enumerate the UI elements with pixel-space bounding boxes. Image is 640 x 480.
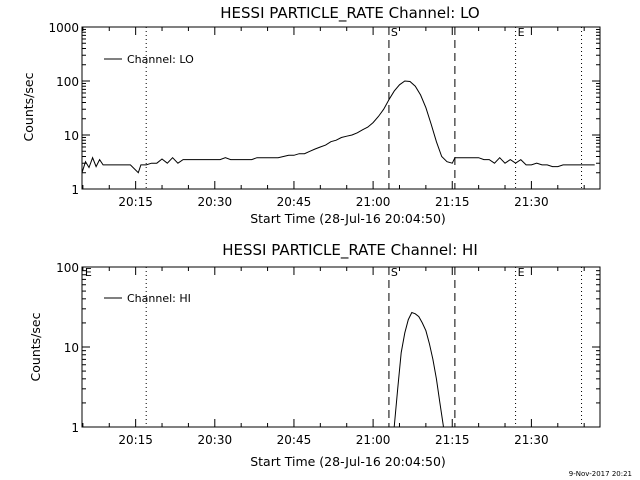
lo-marker-label: S (391, 26, 398, 39)
lo-y-tick-label: 1000 (48, 21, 79, 35)
hi-marker-label: E (85, 266, 92, 279)
hi-channel-panel: HESSI PARTICLE_RATE Channel: HI 20:15 20:… (28, 241, 601, 469)
lo-y-tick-label: 10 (64, 129, 79, 143)
lo-x-tick-label: 21:15 (435, 195, 470, 209)
lo-y-axis-label: Counts/sec (21, 72, 36, 141)
lo-channel-panel: HESSI PARTICLE_RATE Channel: LO 20:15 20:… (21, 4, 601, 226)
lo-legend: Channel: LO (104, 53, 194, 66)
lo-x-tick-label: 21:00 (356, 195, 391, 209)
lo-plot-frame (81, 26, 601, 190)
hi-y-tick-label: 100 (56, 261, 79, 275)
hi-x-tick-label: 20:15 (118, 433, 153, 447)
hi-x-tick-label: 21:15 (435, 433, 470, 447)
hi-series-line (393, 311, 444, 427)
lo-x-tick-label: 21:30 (514, 195, 549, 209)
hi-y-axis-label: Counts/sec (28, 312, 43, 381)
hi-x-tick-label: 21:00 (356, 433, 391, 447)
lo-chart-title: HESSI PARTICLE_RATE Channel: LO (220, 4, 479, 23)
hi-chart-title: HESSI PARTICLE_RATE Channel: HI (222, 241, 478, 260)
hi-marker-label: S (391, 266, 398, 279)
hi-y-tick-label: 10 (64, 341, 79, 355)
hi-legend: Channel: HI (104, 292, 191, 305)
hi-plot-area: 20:15 20:30 20:45 21:00 21:15 21:30 1 10 100 E S E (56, 261, 601, 447)
hi-y-tick-label: 1 (71, 421, 79, 435)
lo-plot-area: 20:15 20:30 20:45 21:00 21:15 21:30 1 10 100 1000… (48, 21, 601, 209)
hi-x-axis-label: Start Time (28-Jul-16 20:04:50) (250, 454, 446, 469)
lo-series-line (82, 80, 595, 174)
hi-legend-label: Channel: HI (127, 292, 191, 305)
hi-x-tick-label: 21:30 (514, 433, 549, 447)
lo-x-tick-label: 20:30 (198, 195, 233, 209)
hi-marker-label: E (518, 266, 525, 279)
footer-timestamp: 9-Nov-2017 20:21 (568, 470, 632, 478)
lo-legend-label: Channel: LO (127, 53, 194, 66)
lo-x-tick-label: 20:15 (118, 195, 153, 209)
hi-x-tick-label: 20:30 (198, 433, 233, 447)
lo-y-tick-label: 100 (56, 75, 79, 89)
hi-plot-frame (81, 266, 601, 428)
hi-x-tick-label: 20:45 (277, 433, 312, 447)
lo-y-tick-label: 1 (71, 183, 79, 197)
lo-x-axis-label: Start Time (28-Jul-16 20:04:50) (250, 211, 446, 226)
lo-x-tick-label: 20:45 (277, 195, 312, 209)
lo-marker-label: E (518, 26, 525, 39)
